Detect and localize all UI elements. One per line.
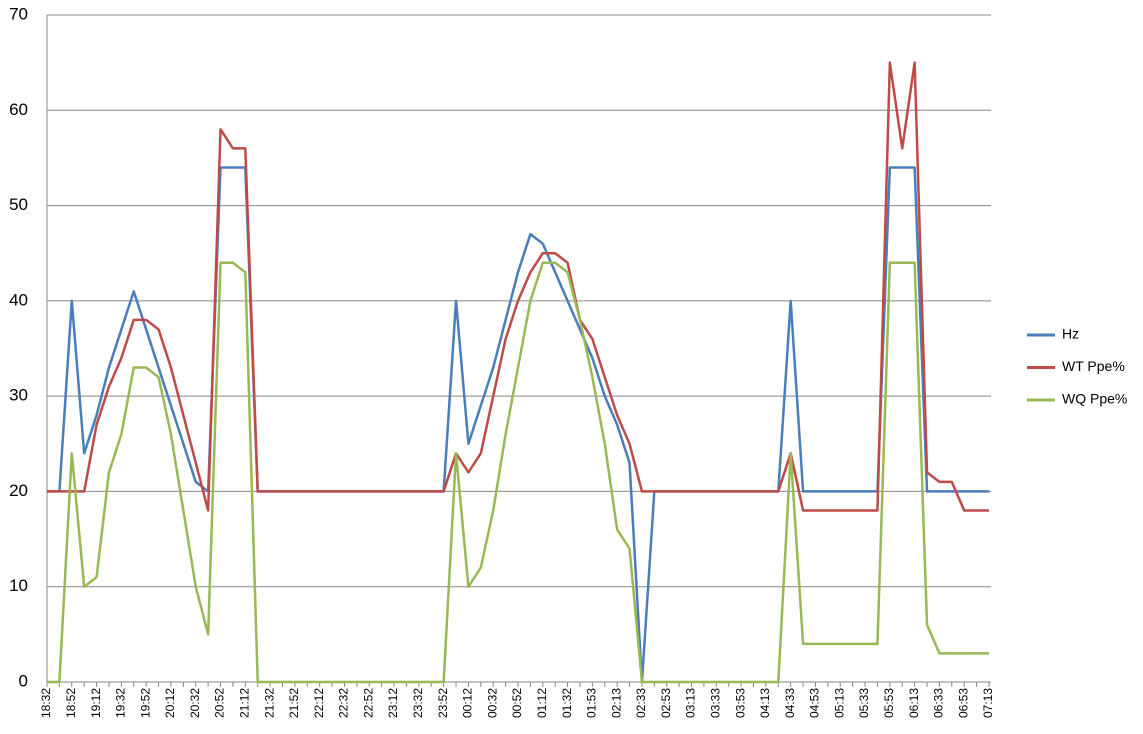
- x-tick-label: 00:12: [461, 688, 475, 718]
- series-line: [47, 61, 989, 512]
- x-tick-label: 21:52: [287, 688, 301, 718]
- series-line: [47, 261, 989, 684]
- series-line: [47, 166, 989, 684]
- x-tick-label: 06:53: [956, 688, 970, 718]
- x-tick-label: 20:32: [188, 688, 202, 718]
- x-tick-label: 03:33: [708, 688, 722, 718]
- y-tick-label: 30: [9, 386, 28, 405]
- y-tick-label: 10: [9, 576, 28, 595]
- x-tick-label: 04:13: [758, 688, 772, 718]
- y-tick-label: 60: [9, 100, 28, 119]
- x-tick-label: 20:52: [213, 688, 227, 718]
- x-tick-label: 22:12: [312, 688, 326, 718]
- x-tick-label: 05:13: [832, 688, 846, 718]
- legend-label: Hz: [1062, 326, 1079, 342]
- y-tick-label: 40: [9, 290, 28, 309]
- x-tick-label: 04:33: [783, 688, 797, 718]
- x-tick-label: 19:32: [114, 688, 128, 718]
- x-tick-label: 19:12: [89, 688, 103, 718]
- x-tick-label: 23:12: [386, 688, 400, 718]
- y-tick-label: 70: [9, 4, 28, 23]
- y-tick-label: 50: [9, 195, 28, 214]
- x-tick-label: 23:32: [411, 688, 425, 718]
- x-tick-label: 18:52: [64, 688, 78, 718]
- x-tick-label: 02:13: [609, 688, 623, 718]
- x-tick-label: 20:12: [163, 688, 177, 718]
- x-tick-label: 00:32: [485, 688, 499, 718]
- y-tick-label: 0: [19, 671, 28, 690]
- y-tick-label: 20: [9, 481, 28, 500]
- x-tick-label: 02:33: [634, 688, 648, 718]
- x-tick-label: 05:33: [857, 688, 871, 718]
- x-tick-label: 21:12: [237, 688, 251, 718]
- x-tick-label: 22:52: [361, 688, 375, 718]
- x-tick-label: 02:53: [659, 688, 673, 718]
- legend-label: WQ Ppe%: [1062, 391, 1127, 407]
- x-tick-label: 23:52: [436, 688, 450, 718]
- x-tick-label: 06:33: [932, 688, 946, 718]
- x-tick-label: 01:32: [560, 688, 574, 718]
- x-tick-label: 22:32: [337, 688, 351, 718]
- x-tick-label: 03:53: [733, 688, 747, 718]
- x-tick-label: 01:12: [535, 688, 549, 718]
- x-tick-label: 21:32: [262, 688, 276, 718]
- x-tick-label: 00:52: [510, 688, 524, 718]
- x-tick-label: 01:53: [585, 688, 599, 718]
- legend-label: WT Ppe%: [1062, 358, 1125, 374]
- x-tick-label: 06:13: [907, 688, 921, 718]
- x-tick-label: 03:13: [684, 688, 698, 718]
- x-tick-label: 19:52: [138, 688, 152, 718]
- x-tick-label: 05:53: [882, 688, 896, 718]
- x-tick-label: 07:13: [981, 688, 995, 718]
- x-tick-label: 18:32: [39, 688, 53, 718]
- x-tick-label: 04:53: [808, 688, 822, 718]
